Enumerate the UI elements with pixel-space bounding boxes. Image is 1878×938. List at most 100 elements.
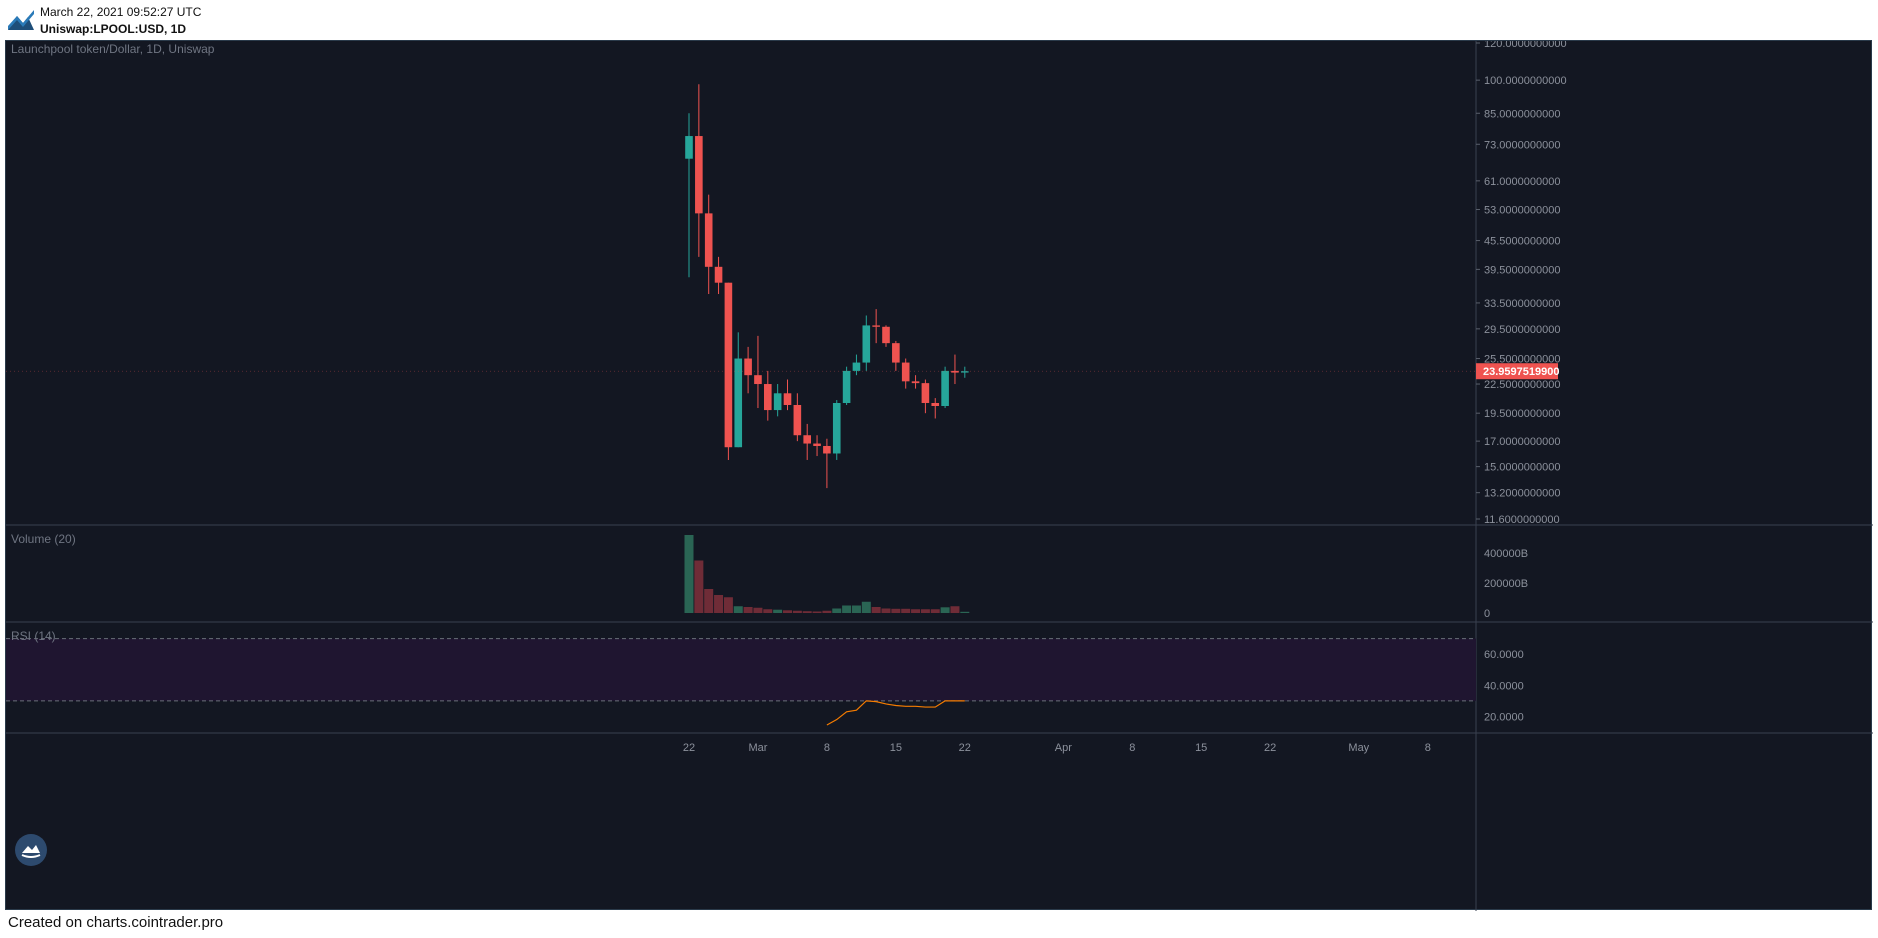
candle-body bbox=[842, 370, 851, 403]
volume-bar bbox=[920, 609, 930, 613]
volume-bar bbox=[940, 607, 950, 613]
rsi-pane: 60.0000 40.0000 20.0000 bbox=[6, 638, 1524, 726]
rsi-line bbox=[826, 700, 965, 726]
time-tick-label: 22 bbox=[959, 742, 971, 754]
candle-body bbox=[724, 282, 733, 448]
volume-label: Volume (20) bbox=[11, 532, 76, 546]
volume-bar bbox=[714, 595, 724, 613]
candle-body bbox=[931, 402, 940, 406]
volume-bar bbox=[792, 610, 802, 613]
volume-bar bbox=[861, 601, 871, 613]
time-tick-label: 15 bbox=[1195, 742, 1207, 754]
candle-body bbox=[695, 136, 703, 214]
volume-bar bbox=[930, 609, 940, 613]
candle-body bbox=[882, 326, 890, 344]
volume-pane: 400000B 200000B 0 bbox=[684, 535, 1528, 620]
candle-body bbox=[734, 358, 743, 448]
time-tick-label: 22 bbox=[1264, 742, 1276, 754]
volume-bar bbox=[723, 597, 733, 613]
price-tick-label: 100.0000000000 bbox=[1484, 75, 1567, 87]
volume-bar bbox=[891, 608, 901, 613]
time-tick-label: 8 bbox=[1425, 742, 1431, 754]
candle-body bbox=[921, 383, 930, 403]
candle-body bbox=[892, 343, 900, 363]
volume-bar bbox=[851, 605, 861, 613]
candle-body bbox=[941, 370, 949, 406]
price-tick-label: 120.0000000000 bbox=[1484, 41, 1567, 50]
price-tick-label: 19.5000000000 bbox=[1484, 408, 1560, 420]
rsi-band bbox=[6, 638, 1476, 701]
last-price-tag bbox=[1476, 363, 1558, 380]
time-tick-label: Mar bbox=[748, 742, 767, 754]
time-tick-label: May bbox=[1348, 742, 1369, 754]
candle-body bbox=[773, 393, 782, 411]
chart-canvas[interactable]: 400000B 200000B 0 60.0000 40.0000 20.0000 12… bbox=[6, 41, 1873, 911]
volume-bar bbox=[802, 611, 812, 613]
volume-bar bbox=[783, 610, 792, 613]
volume-bar bbox=[753, 607, 763, 613]
snapshot-timestamp: March 22, 2021 09:52:27 UTC bbox=[40, 5, 202, 19]
time-tick-label: 15 bbox=[890, 742, 902, 754]
volume-bar bbox=[832, 608, 842, 613]
candle-body bbox=[803, 435, 811, 444]
volume-bar bbox=[812, 611, 822, 613]
volume-bar bbox=[743, 607, 753, 613]
price-pane bbox=[685, 84, 969, 489]
volume-bar bbox=[911, 609, 921, 613]
candle-body bbox=[832, 402, 841, 454]
price-tick-label: 39.5000000000 bbox=[1484, 264, 1560, 276]
candle-body bbox=[783, 393, 792, 405]
candle-body bbox=[872, 325, 880, 327]
header-bar: March 22, 2021 09:52:27 UTC Uniswap:LPOO… bbox=[0, 0, 1878, 40]
footer-credit: Created on charts.cointrader.pro bbox=[8, 914, 224, 931]
price-tick-label: 29.5000000000 bbox=[1484, 324, 1560, 336]
price-tick-label: 22.5000000000 bbox=[1484, 379, 1560, 391]
price-tick-label: 61.0000000000 bbox=[1484, 176, 1560, 188]
chart-frame[interactable]: 400000B 200000B 0 60.0000 40.0000 20.0000 12… bbox=[5, 40, 1873, 911]
chart-title: Launchpool token/Dollar, 1D, Uniswap bbox=[11, 42, 215, 56]
price-tick-label: 85.0000000000 bbox=[1484, 108, 1560, 120]
volume-bar bbox=[950, 606, 960, 613]
candle-body bbox=[823, 445, 831, 454]
price-axis: 120.0000000000 100.0000000000 85.000000000… bbox=[6, 41, 1567, 526]
volume-bar bbox=[704, 589, 714, 613]
candle-body bbox=[852, 362, 861, 371]
candle-body bbox=[704, 213, 713, 267]
price-tick-label: 45.5000000000 bbox=[1484, 236, 1560, 248]
candle-body bbox=[862, 325, 871, 363]
time-tick-label: 8 bbox=[1129, 742, 1135, 754]
candle-body bbox=[813, 443, 821, 446]
candle-body bbox=[961, 371, 969, 373]
candle-body bbox=[901, 362, 910, 382]
time-tick-label: 22 bbox=[683, 742, 695, 754]
volume-bar bbox=[901, 608, 911, 613]
time-axis: 22 Mar 8 15 22 Apr 8 15 22 May 8 bbox=[683, 742, 1431, 754]
price-tick-label: 11.6000000000 bbox=[1484, 514, 1560, 526]
price-tick-label: 73.0000000000 bbox=[1484, 139, 1560, 151]
price-tick-label: 33.5000000000 bbox=[1484, 298, 1560, 310]
candle-body bbox=[793, 404, 802, 436]
volume-bar bbox=[694, 560, 704, 613]
price-tick-label: 53.0000000000 bbox=[1484, 204, 1560, 216]
cointrader-badge-icon[interactable] bbox=[15, 834, 47, 866]
volume-bar bbox=[684, 535, 694, 613]
volume-tick-label: 200000B bbox=[1484, 578, 1528, 590]
cointrader-logo-icon bbox=[8, 10, 34, 30]
volume-bar bbox=[773, 609, 783, 613]
price-tick-label: 25.5000000000 bbox=[1484, 354, 1560, 366]
volume-bar bbox=[960, 611, 970, 613]
candle-body bbox=[764, 384, 772, 411]
volume-bar bbox=[871, 607, 881, 613]
volume-bar bbox=[822, 610, 832, 613]
candle-body bbox=[714, 266, 723, 283]
time-tick-label: Apr bbox=[1055, 742, 1072, 754]
symbol-label: Uniswap:LPOOL:USD, 1D bbox=[40, 22, 187, 36]
rsi-tick-label: 40.0000 bbox=[1484, 680, 1524, 692]
volume-tick-label: 0 bbox=[1484, 608, 1490, 620]
rsi-tick-label: 60.0000 bbox=[1484, 649, 1524, 661]
price-tick-label: 17.0000000000 bbox=[1484, 436, 1560, 448]
volume-bar bbox=[842, 605, 852, 613]
candle-body bbox=[744, 358, 752, 376]
rsi-label: RSI (14) bbox=[11, 629, 56, 643]
volume-bar bbox=[733, 606, 743, 613]
